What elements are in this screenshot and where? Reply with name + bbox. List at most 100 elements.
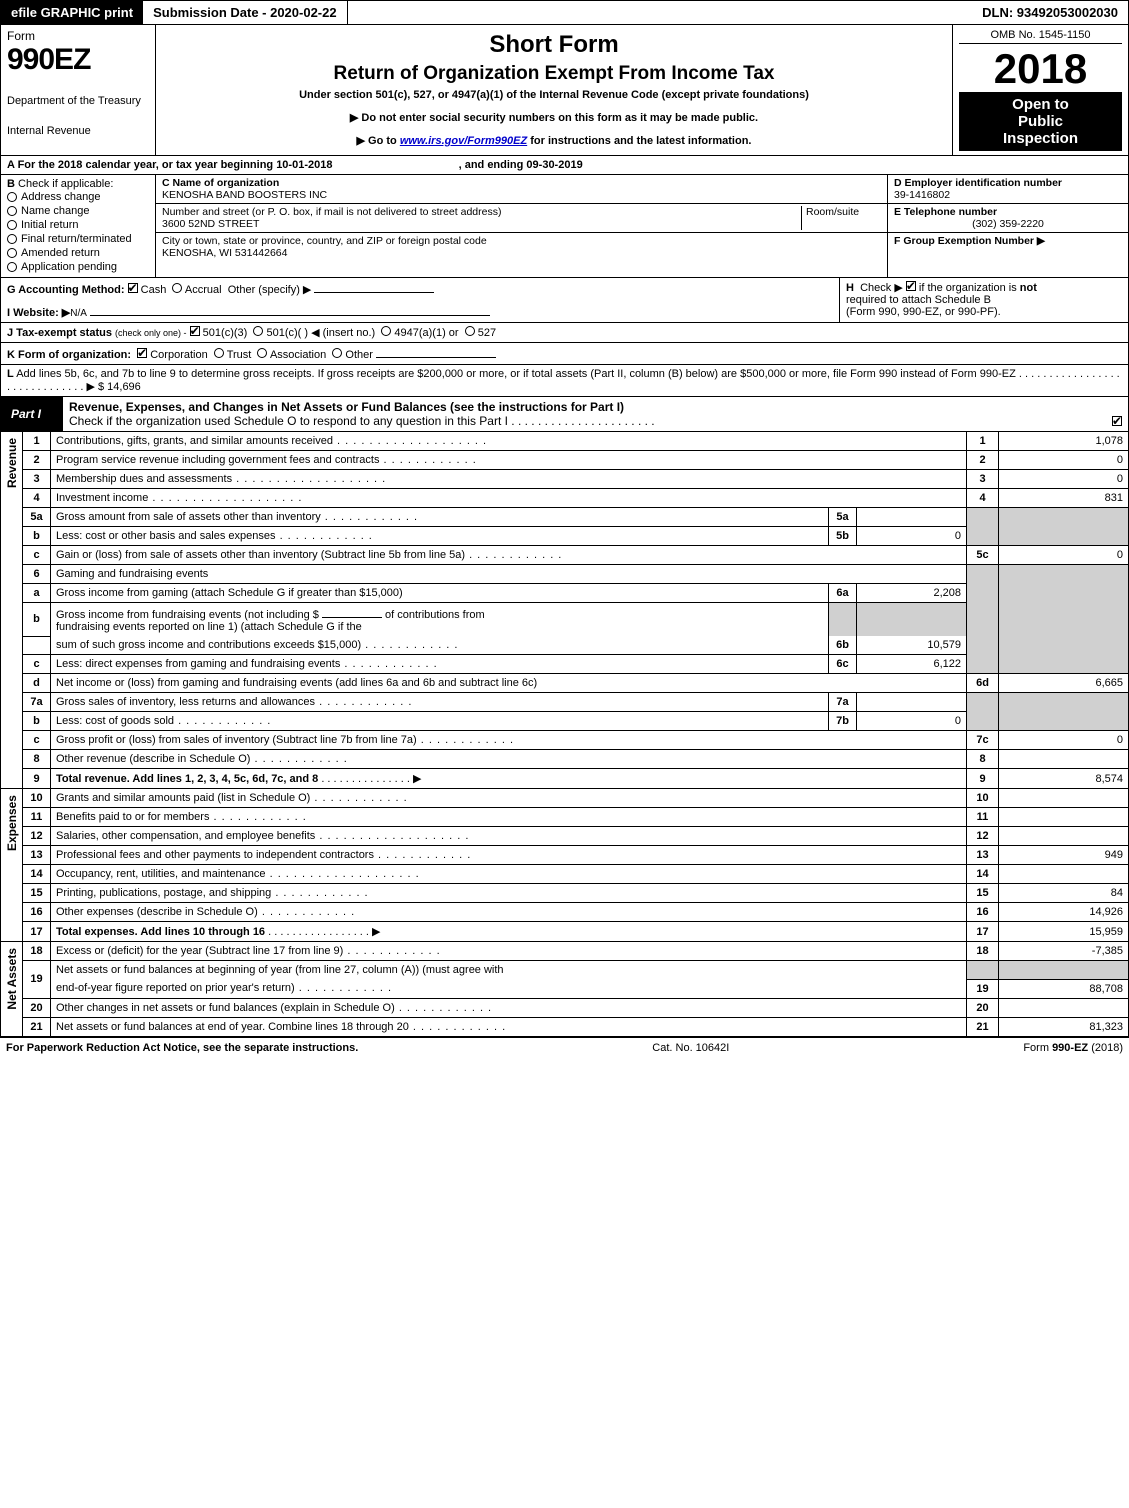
opt-accrual: Accrual (185, 284, 222, 296)
other-specify-input[interactable] (314, 281, 434, 293)
box-f-label: F Group Exemption Number ▶ (894, 235, 1122, 247)
line-k: K Form of organization: Corporation Trus… (0, 343, 1129, 365)
expenses-table: 10Grants and similar amounts paid (list … (22, 789, 1129, 942)
dept-irs: Internal Revenue (7, 125, 149, 137)
row-6d: dNet income or (loss) from gaming and fu… (23, 674, 1129, 693)
line-j-label: J Tax-exempt status (7, 327, 112, 339)
irs-link[interactable]: www.irs.gov/Form990EZ (400, 135, 527, 147)
line-i-label: I Website: ▶ (7, 307, 70, 319)
box-c-name-label: C Name of organization (162, 177, 881, 189)
opt-final-return: Final return/terminated (21, 233, 132, 245)
line-k-label: K Form of organization: (7, 349, 131, 361)
street-label: Number and street (or P. O. box, if mail… (162, 206, 801, 218)
radio-name-change[interactable] (7, 206, 17, 216)
header-right-block: OMB No. 1545-1150 2018 Open to Public In… (953, 25, 1128, 155)
radio-501c[interactable] (253, 326, 263, 336)
instruction-1: ▶ Do not enter social security numbers o… (162, 111, 946, 124)
line-g: G Accounting Method: Cash Accrual Other … (0, 278, 839, 323)
radio-4947[interactable] (381, 326, 391, 336)
line-h-not: not (1020, 282, 1037, 294)
part-1-checkline: Check if the organization used Schedule … (69, 414, 655, 428)
dln-label: DLN: 93492053002030 (972, 1, 1128, 24)
checkbox-schedule-o[interactable] (1112, 416, 1122, 426)
row-2: 2Program service revenue including gover… (23, 451, 1129, 470)
form-word: Form (7, 29, 149, 43)
row-6b-2: sum of such gross income and contributio… (23, 636, 1129, 655)
line-h-text3: required to attach Schedule B (846, 294, 1122, 306)
box-b-check: Check if applicable: (18, 178, 113, 190)
6b-amount-input[interactable] (322, 606, 382, 618)
checkbox-cash[interactable] (128, 283, 138, 293)
net-assets-side-label: Net Assets (0, 942, 22, 1037)
revenue-section: Revenue 1Contributions, gifts, grants, a… (0, 432, 1129, 789)
period-a: A For the 2018 calendar year, or tax yea… (7, 159, 332, 171)
row-8: 8Other revenue (describe in Schedule O)8 (23, 750, 1129, 769)
row-6: 6Gaming and fundraising events (23, 565, 1129, 584)
box-d-label: D Employer identification number (894, 177, 1122, 189)
efile-button[interactable]: efile GRAPHIC print (1, 1, 143, 24)
opt-initial-return: Initial return (21, 219, 78, 231)
website-underline (90, 304, 490, 316)
part-1-title: Revenue, Expenses, and Changes in Net As… (69, 400, 624, 414)
opt-application-pending: Application pending (21, 261, 117, 273)
form-id-block: Form 990EZ Department of the Treasury In… (1, 25, 156, 155)
radio-final-return[interactable] (7, 234, 17, 244)
inst2-suffix: for instructions and the latest informat… (527, 135, 751, 147)
radio-527[interactable] (465, 326, 475, 336)
checkbox-501c3[interactable] (190, 326, 200, 336)
checkbox-schedule-b[interactable] (906, 281, 916, 291)
row-9: 9Total revenue. Add lines 1, 2, 3, 4, 5c… (23, 769, 1129, 789)
topbar: efile GRAPHIC print Submission Date - 20… (0, 0, 1129, 25)
other-org-underline[interactable] (376, 346, 496, 358)
form-title-block: Short Form Return of Organization Exempt… (156, 25, 953, 155)
row-21: 21Net assets or fund balances at end of … (23, 1017, 1129, 1036)
opt-other: Other (specify) ▶ (228, 284, 312, 296)
radio-amended-return[interactable] (7, 248, 17, 258)
radio-association[interactable] (257, 348, 267, 358)
form-header: Form 990EZ Department of the Treasury In… (0, 25, 1129, 156)
opt-527: 527 (478, 327, 496, 339)
submission-date-button[interactable]: Submission Date - 2020-02-22 (143, 1, 348, 24)
omb-number: OMB No. 1545-1150 (959, 29, 1122, 44)
part-1-header: Part I Revenue, Expenses, and Changes in… (0, 397, 1129, 432)
title-return: Return of Organization Exempt From Incom… (162, 63, 946, 85)
net-assets-section: Net Assets 18Excess or (deficit) for the… (0, 942, 1129, 1037)
opt-4947: 4947(a)(1) or (394, 327, 458, 339)
line-h-check-text: Check ▶ (860, 282, 903, 294)
row-12: 12Salaries, other compensation, and empl… (23, 827, 1129, 846)
row-19a: 19Net assets or fund balances at beginni… (23, 961, 1129, 980)
open-line-1: Open to (961, 96, 1120, 113)
row-7b: bLess: cost of goods sold7b0 (23, 712, 1129, 731)
opt-name-change: Name change (21, 205, 90, 217)
opt-501c: 501(c)( ) ◀ (insert no.) (266, 327, 375, 339)
org-name: KENOSHA BAND BOOSTERS INC (162, 189, 881, 201)
footer-mid: Cat. No. 10642I (652, 1042, 729, 1054)
radio-initial-return[interactable] (7, 220, 17, 230)
row-10: 10Grants and similar amounts paid (list … (23, 789, 1129, 808)
tax-period-row: A For the 2018 calendar year, or tax yea… (0, 156, 1129, 175)
radio-trust[interactable] (214, 348, 224, 358)
footer-left: For Paperwork Reduction Act Notice, see … (6, 1042, 358, 1054)
radio-other-org[interactable] (332, 348, 342, 358)
instruction-2: ▶ Go to www.irs.gov/Form990EZ for instru… (162, 134, 946, 147)
box-e-label: E Telephone number (894, 206, 1122, 218)
row-11: 11Benefits paid to or for members11 (23, 808, 1129, 827)
open-line-3: Inspection (961, 130, 1120, 147)
opt-amended-return: Amended return (21, 247, 100, 259)
row-20: 20Other changes in net assets or fund ba… (23, 998, 1129, 1017)
radio-address-change[interactable] (7, 192, 17, 202)
line-h: H Check ▶ if the organization is not req… (839, 278, 1129, 323)
radio-application-pending[interactable] (7, 262, 17, 272)
title-short-form: Short Form (162, 31, 946, 59)
row-16: 16Other expenses (describe in Schedule O… (23, 903, 1129, 922)
box-b: B Check if applicable: Address change Na… (1, 175, 156, 277)
topbar-spacer (348, 1, 973, 24)
form-number: 990EZ (7, 43, 149, 77)
expenses-side-label: Expenses (0, 789, 22, 942)
opt-501c3: 501(c)(3) (203, 327, 248, 339)
info-grid: B Check if applicable: Address change Na… (0, 175, 1129, 278)
radio-accrual[interactable] (172, 283, 182, 293)
telephone-value: (302) 359-2220 (894, 218, 1122, 230)
tax-year: 2018 (959, 48, 1122, 90)
checkbox-corporation[interactable] (137, 348, 147, 358)
